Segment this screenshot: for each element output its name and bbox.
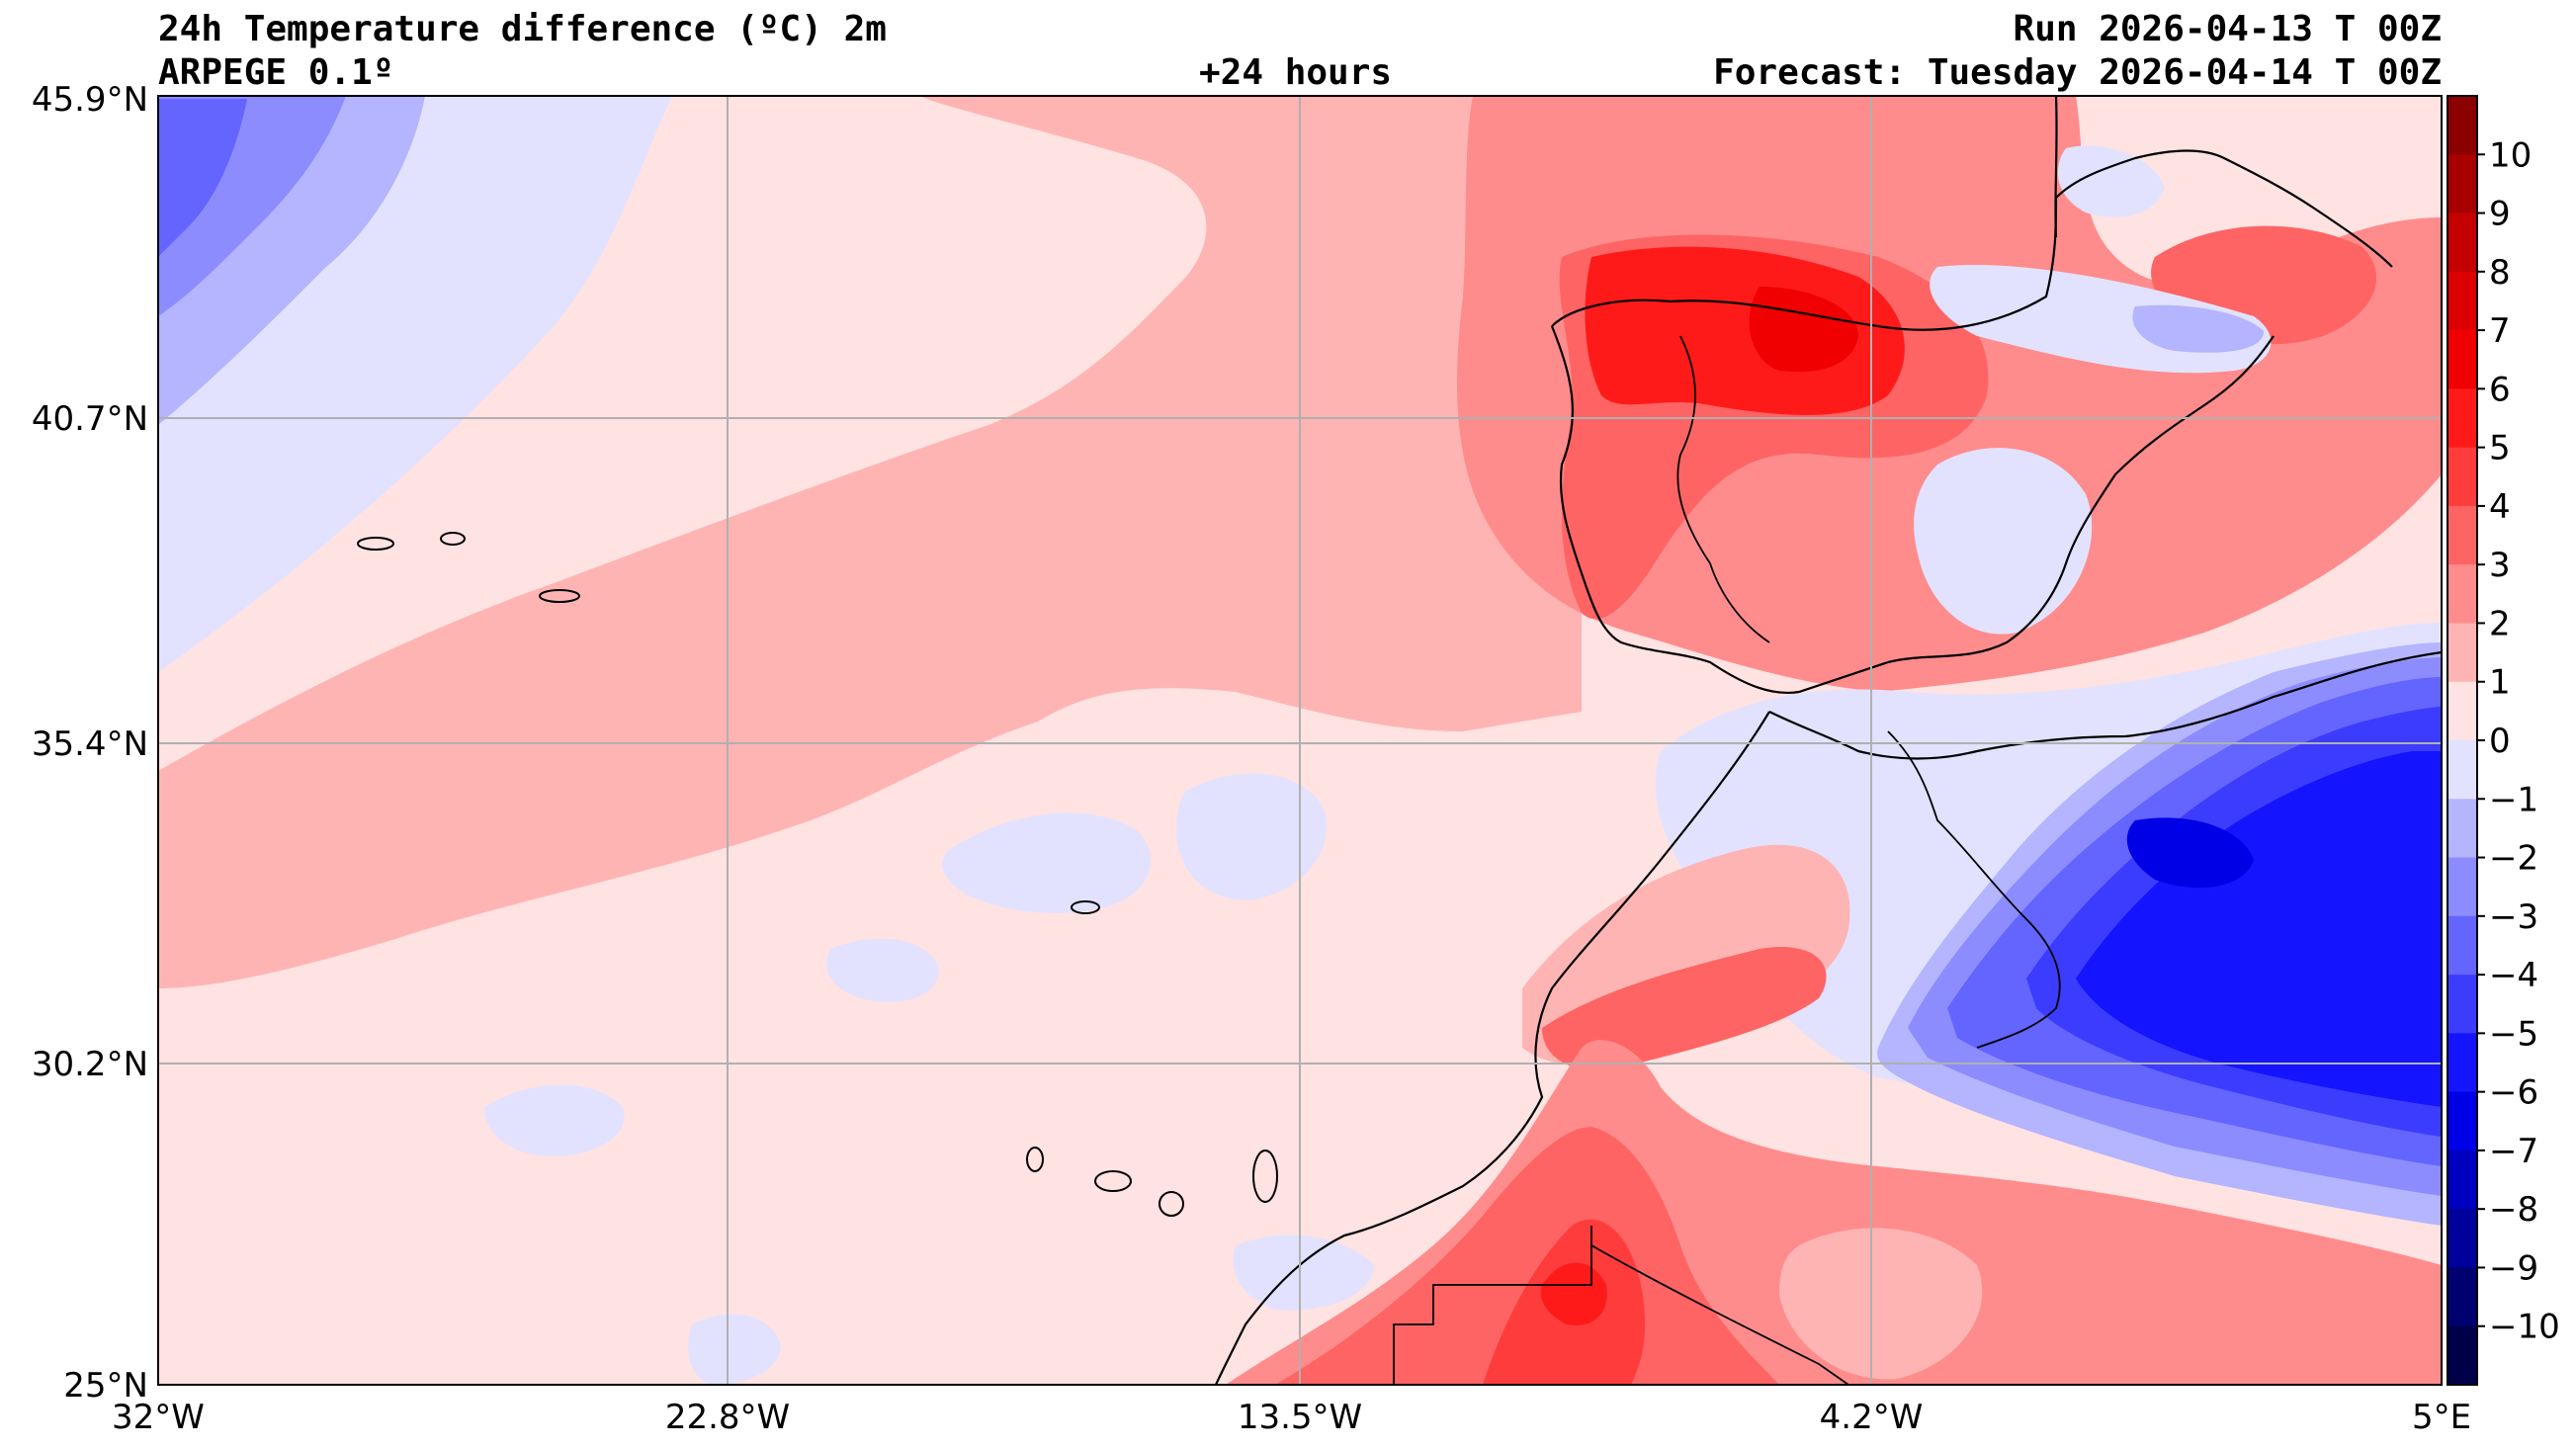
colorbar-label: −9 [2489,1248,2538,1288]
colorbar-label: 8 [2489,253,2511,293]
sahara-cold-zone-6 [2076,751,2442,1107]
colorbar-swatch [2447,213,2477,273]
ebro-cool-2 [2132,304,2264,353]
colorbar-swatch [2447,1267,2477,1327]
colorbar-swatch [2447,1150,2477,1210]
colorbar-label: −6 [2489,1073,2538,1113]
lon-label: 13.5°W [1238,1398,1362,1437]
sahara-warm-patch-2 [1982,1235,2167,1383]
colorbar-swatch [2447,1033,2477,1093]
colorbar-label: 9 [2489,195,2511,234]
lat-axis: 45.9°N 40.7°N 35.4°N 30.2°N 25°N [32,80,148,1405]
lat-label: 25°N [63,1366,148,1405]
iberia-hot-core-2 [1585,246,1905,415]
colorbar-swatch [2447,975,2477,1034]
colorbar-swatch [2447,799,2477,859]
colorbar-swatch [2447,1091,2477,1151]
colorbar-label: 5 [2489,429,2511,468]
islands [357,532,1278,1217]
w-sahara-warm-2 [1275,1127,1779,1385]
map-title: 24h Temperature difference (ºC) 2m [158,9,887,49]
colorbar-swatch [2447,740,2477,800]
colorbar-label: 2 [2489,604,2511,643]
colorbar-label: 6 [2489,370,2511,409]
lat-label: 40.7°N [32,399,148,439]
colorbar-swatch [2447,271,2477,331]
colorbar-swatch [2447,915,2477,976]
atlantic-warm-band [158,96,1582,988]
coastlines [1214,96,2442,1385]
gridlines [158,96,2442,1385]
lon-label: 4.2°W [1820,1398,1924,1437]
atlantic-cool-patch-6 [688,1314,781,1385]
atlantic-cool-patch-2 [1176,773,1327,900]
lead-time-label: +24 hours [1199,52,1393,93]
colorbar-swatch [2447,623,2477,683]
lon-label: 32°W [112,1398,205,1437]
run-label: Run 2026-04-13 T 00Z [2013,9,2442,49]
borders [1393,335,2061,1385]
colorbar-swatch [2447,857,2477,917]
colorbar-label: −3 [2489,897,2538,937]
atlantic-cool-patch-3 [826,938,939,1002]
colorbar-label: 7 [2489,311,2511,351]
colorbar-label: 10 [2489,135,2532,175]
sahara-cold-core [2126,817,2254,889]
atlantic-cool-patch-4 [484,1084,625,1156]
morocco-warm-2 [1542,947,1827,1070]
colorbar-label: 0 [2489,722,2511,761]
atlantic-cool-patch-5 [1233,1235,1374,1311]
sahara-warm-patch-1 [1779,1228,1983,1380]
colorbar-swatch [2447,154,2477,214]
lat-label: 45.9°N [32,80,148,120]
atlantic-cool-patch-1 [942,812,1152,913]
model-label: ARPEGE 0.1º [158,52,394,93]
colorbar-label: −8 [2489,1190,2538,1230]
colorbar-label: −1 [2489,780,2538,819]
colorbar-label: 1 [2489,663,2511,703]
colorbar-swatch [2447,1209,2477,1268]
lon-label: 22.8°W [665,1398,790,1437]
colorbar-label: 3 [2489,546,2511,585]
lat-label: 35.4°N [32,724,148,764]
lon-axis: 32°W 22.8°W 13.5°W 4.2°W 5°E [112,1398,2471,1437]
colorbar-swatch [2447,96,2477,155]
lat-label: 30.2°N [32,1045,148,1084]
plot-frame [157,95,2443,1386]
colorbar-label: −5 [2489,1014,2538,1054]
france-cool [2057,145,2165,217]
colorbar-label: −7 [2489,1132,2538,1171]
lon-label: 5°E [2412,1398,2471,1437]
colorbar-label: 4 [2489,487,2511,527]
colorbar-swatch [2447,1325,2477,1386]
colorbar-label: −4 [2489,956,2538,995]
colorbar-swatch [2447,330,2477,389]
sahara-warm-patch-3 [2209,1254,2374,1383]
colorbar-label: −10 [2489,1308,2560,1347]
colorbar-swatch [2447,564,2477,624]
forecast-label: Forecast: Tuesday 2026-04-14 T 00Z [1713,52,2442,93]
colorbar-swatch [2447,681,2477,741]
colorbar-swatch [2447,447,2477,507]
colorbar-swatch [2447,388,2477,449]
central-spain-cool [1914,448,2093,635]
colorbar-swatch [2447,505,2477,565]
nw-cold-zone-4 [158,99,247,257]
colorbar-label: −2 [2489,839,2538,879]
w-sahara-hot-core [1540,1262,1607,1325]
